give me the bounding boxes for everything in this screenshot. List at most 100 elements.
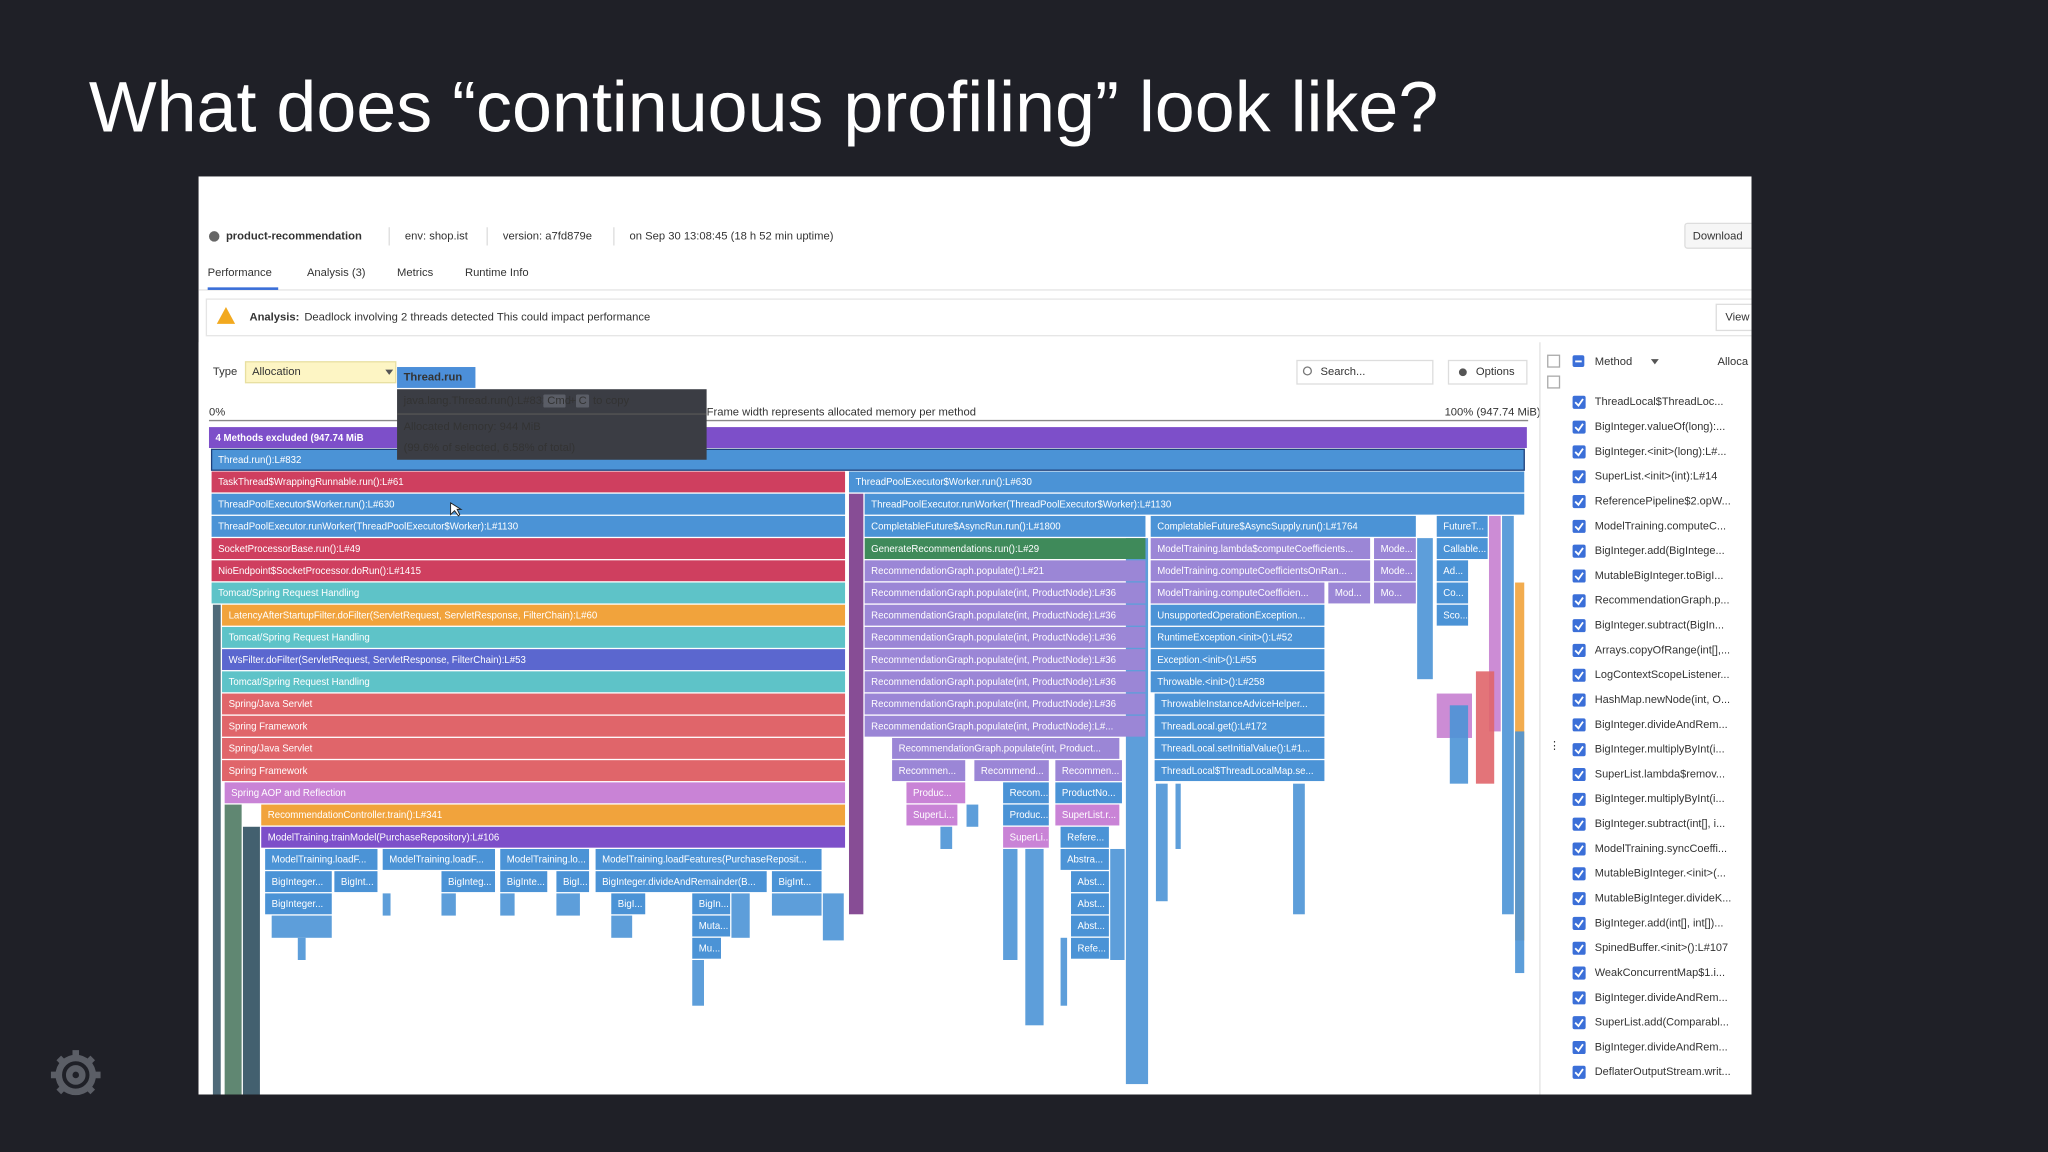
flame-frame[interactable] — [1150, 560, 1371, 582]
flame-frame[interactable] — [692, 915, 731, 937]
method-checkbox[interactable] — [1572, 395, 1586, 409]
flame-frame[interactable] — [1154, 715, 1325, 737]
flame-frame[interactable] — [211, 493, 846, 515]
tab[interactable]: Metrics — [397, 267, 434, 279]
method-checkbox[interactable] — [1572, 842, 1586, 856]
search-box[interactable] — [1296, 359, 1434, 385]
flame-frame[interactable] — [1071, 937, 1109, 959]
method-checkbox[interactable] — [1572, 569, 1586, 583]
flame-frame[interactable] — [864, 649, 1146, 671]
flame-frame[interactable] — [1150, 515, 1416, 537]
method-checkbox[interactable] — [1572, 420, 1586, 434]
tab[interactable]: Performance — [208, 267, 272, 279]
method-checkbox[interactable] — [1572, 892, 1586, 906]
flame-frame[interactable] — [692, 937, 721, 959]
flame-frame[interactable] — [595, 848, 822, 870]
flame-frame[interactable] — [864, 715, 1146, 737]
flame-frame[interactable] — [692, 893, 731, 915]
method-checkbox[interactable] — [1572, 867, 1586, 881]
type-select[interactable] — [244, 361, 397, 384]
expand-icon[interactable] — [1547, 375, 1561, 389]
flame-frame[interactable] — [1374, 538, 1416, 560]
method-checkbox[interactable] — [1572, 693, 1586, 707]
method-checkbox[interactable] — [1572, 916, 1586, 930]
flame-frame[interactable] — [556, 871, 590, 893]
flame-frame[interactable] — [211, 582, 846, 604]
method-checkbox[interactable] — [1572, 792, 1586, 806]
flame-frame[interactable] — [864, 626, 1146, 648]
method-checkbox[interactable] — [1572, 768, 1586, 782]
flame-frame[interactable] — [1003, 826, 1049, 848]
flame-frame[interactable] — [265, 871, 332, 893]
flame-frame[interactable] — [222, 737, 846, 759]
flame-frame[interactable] — [906, 782, 966, 804]
flame-frame[interactable] — [222, 693, 846, 715]
flame-frame[interactable] — [1060, 848, 1109, 870]
flame-frame[interactable] — [1060, 826, 1109, 848]
flame-frame[interactable] — [334, 871, 378, 893]
flame-frame[interactable] — [848, 471, 1525, 493]
flame-frame[interactable] — [222, 671, 846, 693]
flame-frame[interactable] — [222, 604, 846, 626]
flame-frame[interactable] — [1374, 582, 1416, 604]
flame-frame[interactable] — [211, 560, 846, 582]
flame-frame[interactable] — [1150, 649, 1325, 671]
method-checkbox[interactable] — [1572, 544, 1586, 558]
method-checkbox[interactable] — [1572, 619, 1586, 633]
flame-frame[interactable] — [222, 649, 846, 671]
flame-frame[interactable] — [1328, 582, 1371, 604]
method-checkbox[interactable] — [1572, 668, 1586, 682]
method-checkbox[interactable] — [1572, 495, 1586, 509]
flame-frame[interactable] — [224, 782, 846, 804]
method-checkbox[interactable] — [1572, 1065, 1586, 1079]
method-checkbox[interactable] — [1572, 941, 1586, 955]
flame-frame[interactable] — [864, 604, 1146, 626]
flame-frame[interactable] — [1150, 582, 1325, 604]
flame-frame[interactable] — [222, 715, 846, 737]
options-button[interactable] — [1447, 359, 1528, 385]
flame-frame[interactable] — [1436, 538, 1488, 560]
flame-frame[interactable] — [771, 871, 822, 893]
flame-frame[interactable] — [1071, 915, 1109, 937]
flame-frame[interactable] — [1436, 582, 1469, 604]
method-checkbox[interactable] — [1572, 470, 1586, 484]
flame-frame[interactable] — [222, 626, 846, 648]
flame-frame[interactable] — [222, 760, 846, 782]
flame-frame[interactable] — [1071, 893, 1109, 915]
method-checkbox[interactable] — [1572, 718, 1586, 732]
flame-frame[interactable] — [1374, 560, 1416, 582]
flame-frame[interactable] — [265, 893, 332, 915]
flame-frame[interactable] — [382, 848, 496, 870]
flame-frame[interactable] — [595, 871, 767, 893]
method-checkbox[interactable] — [1572, 991, 1586, 1005]
flame-frame[interactable] — [864, 538, 1146, 560]
tab[interactable]: Analysis (3) — [307, 267, 366, 279]
flame-frame[interactable] — [1071, 871, 1109, 893]
flame-frame[interactable] — [1154, 737, 1325, 759]
flame-frame[interactable] — [1003, 782, 1049, 804]
method-checkbox[interactable] — [1572, 966, 1586, 980]
flame-frame[interactable] — [864, 493, 1525, 515]
flame-frame[interactable] — [864, 560, 1146, 582]
flame-frame[interactable] — [500, 871, 548, 893]
method-checkbox[interactable] — [1572, 594, 1586, 608]
tab[interactable]: Runtime Info — [465, 267, 529, 279]
method-checkbox[interactable] — [1572, 643, 1586, 657]
flame-frame[interactable] — [1150, 538, 1371, 560]
flame-frame[interactable] — [261, 804, 846, 826]
view-button[interactable] — [1715, 303, 1768, 332]
flame-frame[interactable] — [1150, 671, 1325, 693]
flame-frame[interactable] — [1055, 782, 1122, 804]
flame-frame[interactable] — [1055, 804, 1120, 826]
flame-frame[interactable] — [892, 760, 966, 782]
flame-frame[interactable] — [892, 737, 1120, 759]
method-checkbox[interactable] — [1572, 817, 1586, 831]
flame-frame[interactable] — [974, 760, 1049, 782]
flame-frame[interactable] — [211, 471, 846, 493]
flame-frame[interactable] — [1150, 626, 1325, 648]
method-checkbox[interactable] — [1572, 1040, 1586, 1055]
method-checkbox[interactable] — [1572, 743, 1586, 757]
method-checkbox[interactable] — [1572, 519, 1586, 533]
flame-frame[interactable] — [1154, 693, 1325, 715]
flame-frame[interactable] — [211, 538, 846, 560]
